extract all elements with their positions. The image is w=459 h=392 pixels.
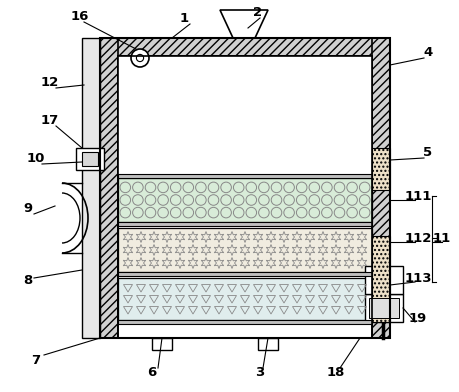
Bar [118, 320, 371, 324]
Bar [82, 38, 100, 338]
Bar [364, 266, 402, 294]
Text: 19: 19 [408, 312, 426, 325]
Text: 9: 9 [23, 201, 33, 214]
Bar [368, 298, 398, 318]
Text: 111: 111 [403, 189, 431, 203]
Text: 10: 10 [27, 151, 45, 165]
Text: 1: 1 [179, 11, 188, 25]
Text: 18: 18 [326, 365, 344, 379]
Text: 6: 6 [147, 365, 156, 379]
Bar [118, 174, 371, 178]
Text: 16: 16 [71, 9, 89, 22]
Text: 3: 3 [255, 365, 264, 379]
Bar [364, 294, 402, 322]
Text: 5: 5 [423, 145, 431, 158]
Text: 2: 2 [253, 5, 262, 18]
Bar [118, 178, 371, 222]
Bar [151, 338, 172, 350]
Circle shape [131, 49, 149, 67]
Text: 7: 7 [31, 354, 40, 367]
Text: 113: 113 [403, 272, 431, 285]
Bar [118, 272, 371, 276]
Bar [118, 228, 371, 272]
Bar [100, 320, 389, 338]
Bar [257, 338, 277, 350]
Bar [371, 236, 389, 322]
Bar [371, 148, 389, 190]
Text: 112: 112 [403, 232, 431, 245]
Text: 12: 12 [41, 76, 59, 89]
Text: 8: 8 [23, 274, 33, 287]
Text: 11: 11 [432, 232, 450, 245]
Bar [371, 38, 389, 338]
Circle shape [136, 54, 143, 62]
Bar [118, 56, 371, 338]
Bar [100, 38, 389, 56]
Bar [118, 278, 371, 320]
Bar [100, 38, 118, 338]
Bar [118, 56, 371, 178]
Text: 17: 17 [41, 114, 59, 127]
Polygon shape [219, 10, 268, 38]
Text: 4: 4 [422, 45, 431, 58]
Bar [118, 222, 371, 226]
Bar [100, 38, 389, 338]
Bar [82, 152, 98, 166]
Bar [118, 56, 371, 338]
Bar [76, 148, 104, 170]
